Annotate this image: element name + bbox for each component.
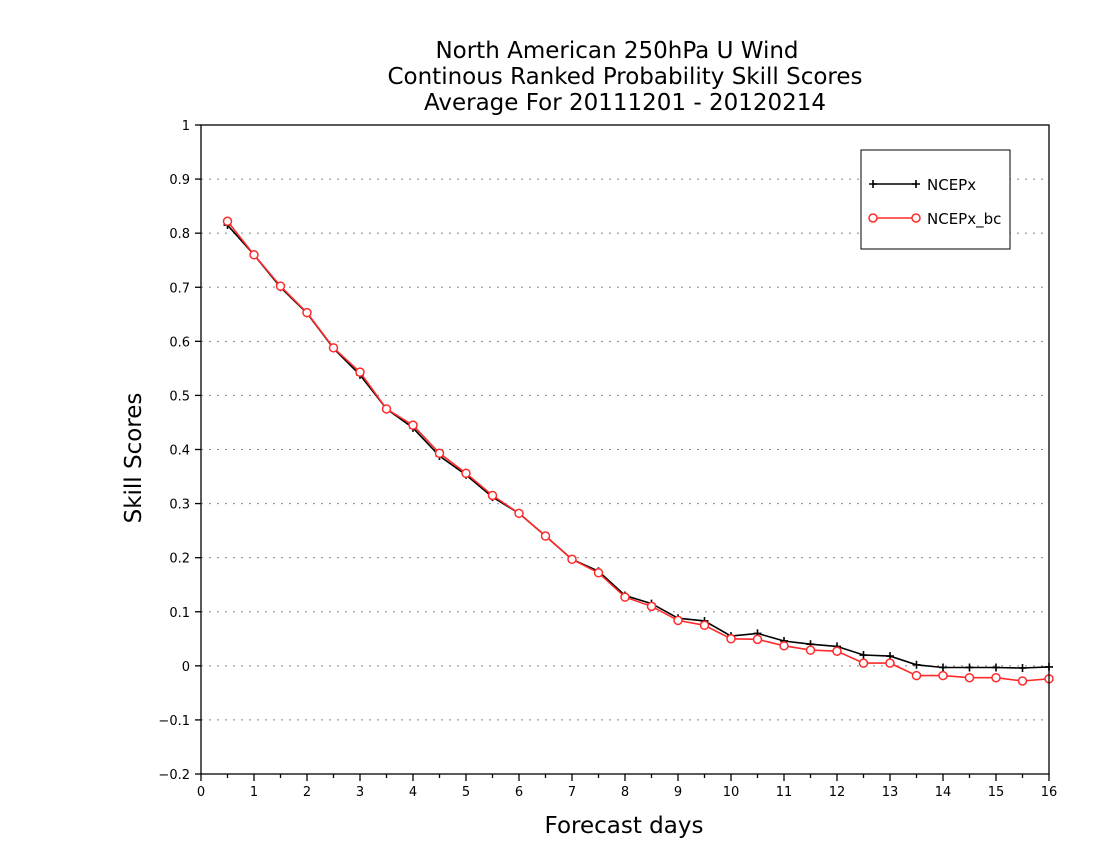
data-point-NCEPx_bc <box>249 250 259 260</box>
data-point-NCEPx <box>939 663 947 672</box>
series-line-NCEPx_bc <box>226 220 1050 682</box>
data-point-NCEPx <box>1018 663 1027 672</box>
data-point-NCEPx_bc <box>487 490 498 501</box>
y-tick-label: 0 <box>182 660 190 675</box>
x-tick-label: 5 <box>462 785 470 800</box>
x-tick-label: 6 <box>515 785 523 800</box>
x-axis-title: Forecast days <box>545 813 704 839</box>
data-point-NCEPx_bc <box>567 554 577 565</box>
data-point-NCEPx_bc <box>593 568 604 578</box>
data-point-NCEPx_bc <box>408 420 418 430</box>
data-point-NCEPx_bc <box>434 448 445 459</box>
data-point-NCEPx_bc <box>752 634 763 645</box>
data-point-NCEPx_bc <box>832 646 842 656</box>
y-tick-label: 0.4 <box>169 444 190 459</box>
plot-frame <box>200 124 1050 775</box>
data-point-NCEPx <box>912 660 921 669</box>
data-point-NCEPx <box>965 663 974 672</box>
data-point-NCEPx_bc <box>328 343 339 353</box>
y-tick-label: 0.1 <box>169 606 190 621</box>
x-tick-label: 4 <box>409 785 417 800</box>
data-point-NCEPx_bc <box>275 281 286 291</box>
x-tick-label: 10 <box>723 785 740 800</box>
x-tick-label: 12 <box>829 785 846 800</box>
data-point-NCEPx_bc <box>805 645 816 655</box>
x-tick-label: 3 <box>356 785 364 800</box>
data-point-NCEPx_bc <box>726 634 736 644</box>
y-tick-label: 0.6 <box>169 335 190 350</box>
y-axis-title: Skill Scores <box>121 393 147 524</box>
data-point-NCEPx_bc <box>938 670 948 681</box>
x-tick-label: 15 <box>988 785 1005 800</box>
y-tick-label: 1 <box>182 119 190 134</box>
y-tick-label: 0.8 <box>169 227 190 242</box>
legend-marker-NCEPx <box>869 180 920 188</box>
x-tick-label: 16 <box>1041 785 1058 800</box>
x-tick-label: 2 <box>303 785 311 800</box>
chart-title: North American 250hPa U Wind Continous R… <box>387 38 862 116</box>
data-point-NCEPx_bc <box>222 216 233 227</box>
legend-label-NCEPx_bc: NCEPx_bc <box>927 210 1001 229</box>
title-line-3: Average For 20111201 - 20120214 <box>424 90 826 116</box>
x-tick-label: 7 <box>568 785 576 800</box>
data-point-NCEPx_bc <box>620 592 630 602</box>
y-tick-label: 0.9 <box>169 173 190 188</box>
data-point-NCEPx_bc <box>355 367 365 377</box>
x-tick-label: 9 <box>674 785 682 800</box>
data-point-NCEPx_bc <box>1017 676 1028 686</box>
data-point-NCEPx_bc <box>964 672 975 683</box>
data-point-NCEPx_bc <box>381 404 392 414</box>
gridlines <box>201 178 1049 721</box>
legend-label-NCEPx: NCEPx <box>927 176 976 194</box>
data-point-NCEPx_bc <box>699 620 710 631</box>
legend-marker-NCEPx_bc <box>911 213 921 223</box>
y-tick-label: −0.2 <box>158 768 190 783</box>
y-tick-label: 0.3 <box>169 498 190 513</box>
x-tick-label: 11 <box>776 785 793 800</box>
y-tick-label: 0.5 <box>169 389 190 404</box>
series-lines <box>222 216 1054 686</box>
y-tick-label: −0.1 <box>158 714 190 729</box>
data-point-NCEPx_bc <box>779 641 789 651</box>
axes: −0.2−0.100.10.20.30.40.50.60.70.80.910 1 2… <box>158 119 1057 800</box>
data-point-NCEPx_bc <box>514 508 524 519</box>
data-point-NCEPx_bc <box>858 658 869 668</box>
y-tick-label: 0.7 <box>169 281 190 296</box>
x-tick-label: 8 <box>621 785 629 800</box>
x-tick-label: 14 <box>935 785 952 800</box>
data-point-NCEPx_bc <box>646 601 657 612</box>
data-point-NCEPx <box>859 651 868 660</box>
legend-marker-NCEPx_bc <box>868 213 878 223</box>
data-point-NCEPx <box>992 663 1000 672</box>
data-point-NCEPx_bc <box>673 615 683 626</box>
x-tick-label: 13 <box>882 785 899 800</box>
data-point-NCEPx_bc <box>911 670 922 681</box>
legend-box <box>860 149 1011 250</box>
x-tick-label: 0 <box>197 785 205 800</box>
y-tick-label: 0.2 <box>169 552 190 567</box>
data-point-NCEPx_bc <box>540 531 551 541</box>
title-line-2: Continous Ranked Probability Skill Score… <box>387 64 862 90</box>
legend: NCEPx NCEPx_bc <box>860 149 1011 250</box>
data-point-NCEPx_bc <box>302 307 312 318</box>
data-point-NCEPx_bc <box>461 468 471 479</box>
data-point-NCEPx_bc <box>991 672 1001 683</box>
x-tick-label: 1 <box>250 785 258 800</box>
data-point-NCEPx_bc <box>885 658 895 668</box>
series-line-NCEPx <box>226 224 1050 669</box>
title-line-1: North American 250hPa U Wind <box>435 38 798 64</box>
